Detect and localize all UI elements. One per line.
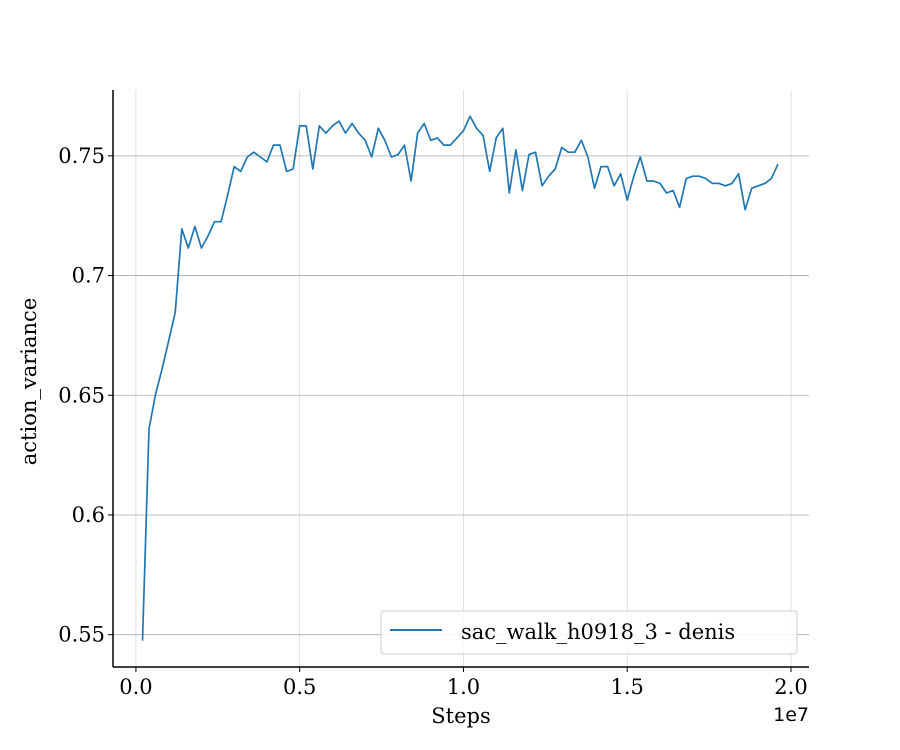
- x-tick-label: 0.0: [119, 675, 152, 699]
- x-tick-label: 1.0: [447, 675, 480, 699]
- axes: [112, 90, 809, 668]
- x-axis-offset-label: 1e7: [773, 704, 809, 726]
- legend-label: sac_walk_h0918_3 - denis: [461, 620, 735, 644]
- y-tick-label: 0.55: [58, 623, 105, 647]
- y-tick-label: 0.65: [58, 383, 105, 407]
- x-tick-label: 2.0: [774, 675, 807, 699]
- ticks: 0.0 0.5 1.0 1.5 2.0 0.55 0.6 0.65 0.7 0.75: [58, 144, 807, 699]
- grid: [113, 90, 809, 667]
- y-tick-label: 0.75: [58, 144, 105, 168]
- x-tick-label: 1.5: [611, 675, 644, 699]
- y-axis-label: action_variance: [17, 298, 41, 465]
- y-tick-label: 0.7: [72, 264, 105, 288]
- legend-box: [380, 610, 798, 655]
- series-line: [141, 115, 779, 641]
- legend: sac_walk_h0918_3 - denis: [380, 610, 798, 655]
- series-lines: [141, 115, 779, 641]
- x-axis-label: Steps: [431, 704, 490, 728]
- x-tick-label: 0.5: [283, 675, 316, 699]
- y-tick-label: 0.6: [72, 503, 105, 527]
